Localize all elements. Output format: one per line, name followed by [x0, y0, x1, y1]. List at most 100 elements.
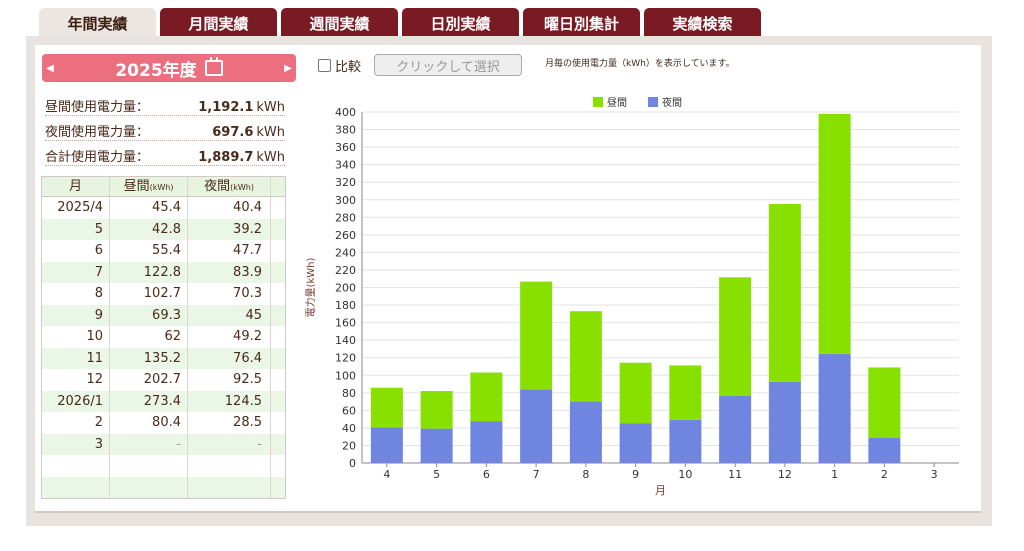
bar-day — [470, 372, 503, 422]
cell-night: 49.2 — [233, 329, 262, 344]
year-label-wrap[interactable]: 2025年度 — [58, 56, 280, 81]
y-tick-label: 320 — [335, 176, 356, 189]
cell-night: - — [257, 436, 262, 452]
table-row: 3-- — [42, 433, 285, 455]
prev-year-button[interactable]: ◀ — [46, 62, 54, 74]
y-tick-label: 360 — [335, 141, 356, 154]
bar-day — [768, 203, 801, 382]
summary-night: 夜間使用電力量： 697.6 kWh — [45, 121, 285, 141]
cell-night: 124.5 — [224, 393, 262, 409]
x-tick-label: 5 — [433, 468, 440, 481]
cell-night — [188, 477, 270, 499]
legend-label-night: 夜間 — [662, 96, 682, 109]
cell-month: 12 — [42, 369, 110, 391]
cell-day: 42.8 — [110, 218, 188, 240]
cell-month: 9 — [42, 304, 110, 326]
select-button[interactable]: クリックして選択 — [374, 54, 522, 76]
y-tick-label: 160 — [335, 317, 356, 330]
table-header: 月 昼間(kWh) 夜間(kWh) — [42, 177, 285, 197]
y-tick-label: 80 — [342, 387, 356, 400]
cell-day: 202.7 — [110, 369, 188, 391]
y-tick-label: 200 — [335, 282, 356, 295]
cell-month — [42, 476, 110, 498]
cell-night: 70.3 — [233, 286, 262, 301]
bar-night — [470, 421, 503, 463]
compare-label: 比較 — [335, 60, 362, 75]
summary-total: 合計使用電力量： 1,889.7 kWh — [45, 146, 285, 166]
tab-yearly[interactable]: 年間実績 — [39, 8, 156, 38]
cell-month: 2025/4 — [42, 197, 110, 219]
cell-night: 76.4 — [233, 350, 262, 366]
tab-daily[interactable]: 日別実績 — [402, 8, 519, 38]
table-row: 2 80.4 28.5 — [42, 412, 285, 434]
bar-day — [669, 365, 702, 420]
table-scroll-gutter — [270, 390, 285, 412]
bar-day — [370, 387, 403, 428]
table-row: 9 69.3 45 — [42, 304, 285, 326]
col-day-unit: (kWh) — [149, 183, 174, 192]
col-night-unit: (kWh) — [230, 183, 254, 192]
cell-day: 55.4 — [110, 240, 188, 262]
cell-day: 102.7 — [110, 283, 188, 305]
x-tick-label: 2 — [881, 468, 888, 481]
year-selector: ◀ 2025年度 ▶ — [42, 54, 296, 82]
compare-checkbox[interactable] — [318, 59, 331, 72]
next-year-button[interactable]: ▶ — [284, 62, 292, 74]
cell-day: - — [110, 433, 188, 455]
x-tick-label: 3 — [931, 468, 938, 481]
compare-toggle[interactable]: 比較 — [318, 56, 361, 75]
y-tick-label: 300 — [335, 194, 356, 207]
tab-bar: 年間実績 月間実績 週間実績 日別実績 曜日別集計 実績検索 — [39, 8, 761, 38]
table-row: 12 202.7 92.5 — [42, 369, 285, 391]
bar-day — [569, 311, 602, 402]
y-tick-label: 40 — [342, 422, 356, 435]
bar-day — [619, 362, 652, 424]
cell-night: 40.4 — [233, 200, 262, 215]
cell-day: 45.4 — [110, 197, 188, 219]
x-tick-label: 1 — [831, 468, 838, 481]
summary-value: 1,192.1 — [198, 100, 254, 115]
bar-night — [420, 428, 453, 463]
table-scroll-gutter — [270, 261, 285, 283]
y-tick-label: 220 — [335, 264, 356, 277]
y-tick-label: 340 — [335, 159, 356, 172]
bar-night — [569, 401, 602, 463]
y-tick-label: 280 — [335, 211, 356, 224]
table-row: 2025/4 45.4 40.4 — [42, 197, 285, 219]
cell-night: 92.5 — [233, 372, 262, 387]
x-tick-label: 9 — [632, 468, 639, 481]
cell-day — [110, 455, 188, 477]
col-night: 夜間(kWh) — [188, 177, 270, 196]
chart-note: 月毎の使用電力量（kWh）を表示しています。 — [545, 59, 735, 69]
table-row: 11 135.2 76.4 — [42, 347, 285, 369]
x-tick-label: 10 — [678, 468, 692, 481]
cell-month: 2026/1 — [42, 390, 110, 412]
tab-weekday-summary[interactable]: 曜日別集計 — [523, 8, 640, 38]
summary-value: 697.6 — [212, 125, 254, 140]
cell-month: 7 — [42, 261, 110, 283]
cell-day: 62 — [110, 326, 188, 348]
y-tick-label: 260 — [335, 229, 356, 242]
cell-day: 69.3 — [110, 304, 188, 326]
tab-weekly[interactable]: 週間実績 — [281, 8, 398, 38]
x-tick-label: 4 — [383, 468, 390, 481]
tab-monthly[interactable]: 月間実績 — [160, 8, 277, 38]
cell-night: 47.7 — [233, 243, 262, 258]
cell-night: 28.5 — [233, 415, 262, 430]
col-night-label: 夜間 — [204, 179, 231, 194]
cell-night: 83.9 — [233, 264, 262, 280]
table-scroll-gutter — [270, 433, 285, 455]
summary-day: 昼間使用電力量： 1,192.1 kWh — [45, 96, 285, 116]
summary-unit: kWh — [256, 150, 285, 165]
bar-night — [719, 395, 752, 463]
cell-month: 6 — [42, 240, 110, 262]
tab-search[interactable]: 実績検索 — [644, 8, 761, 38]
col-day-label: 昼間 — [123, 179, 150, 194]
summary-value: 1,889.7 — [198, 150, 254, 165]
x-tick-label: 7 — [533, 468, 540, 481]
table-scroll-gutter — [270, 455, 285, 477]
y-tick-label: 0 — [349, 457, 356, 470]
bar-night — [818, 353, 851, 463]
col-month: 月 — [42, 177, 110, 196]
bar-night — [370, 427, 403, 463]
